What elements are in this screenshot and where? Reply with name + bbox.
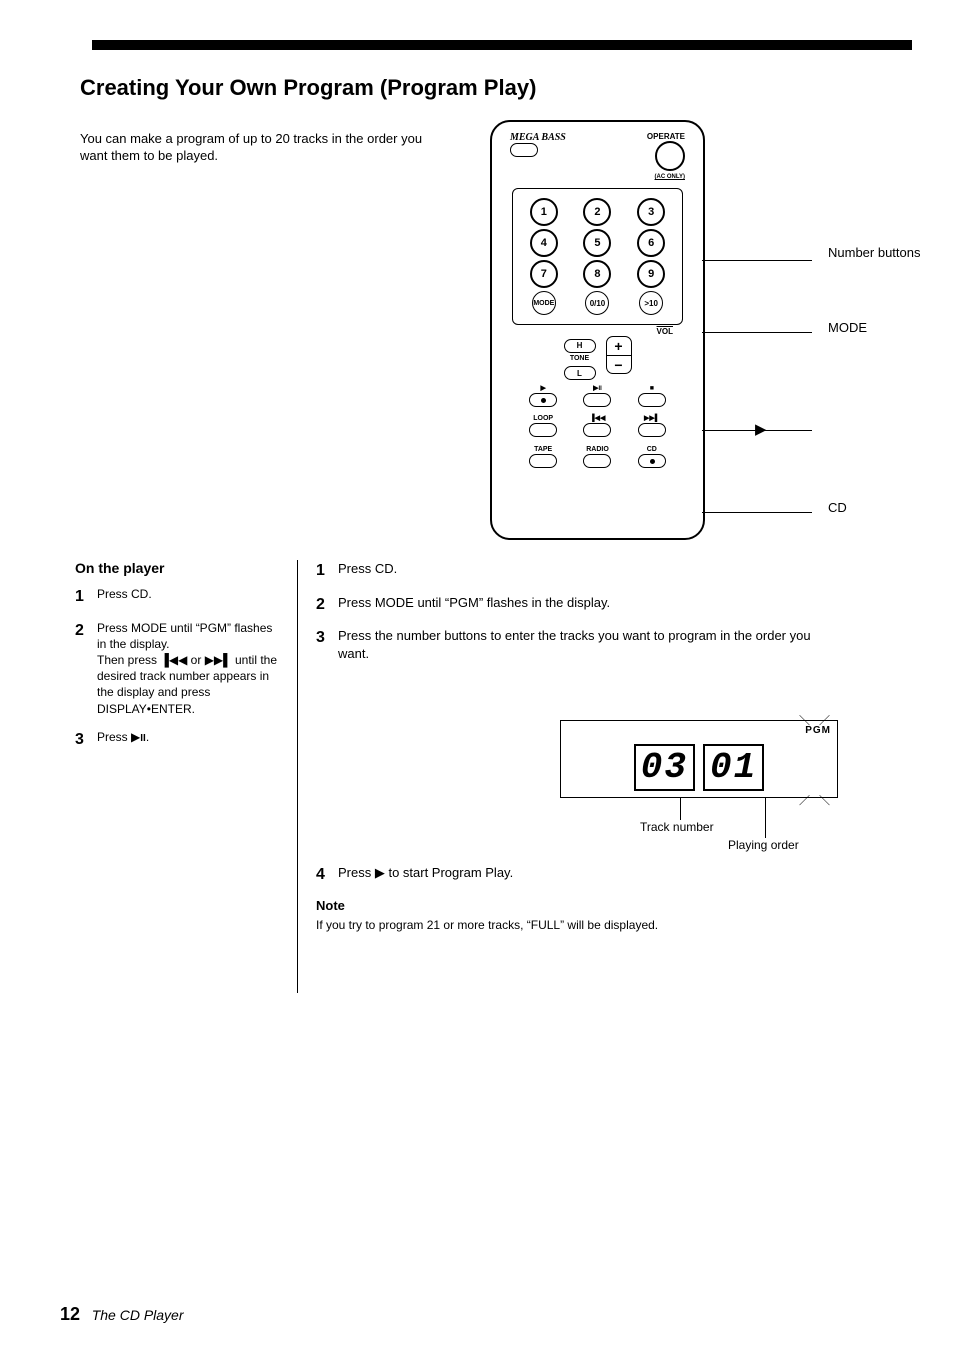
- tape-button[interactable]: [529, 454, 557, 468]
- num-5-button[interactable]: 5: [583, 229, 611, 257]
- step-num: 1: [75, 586, 97, 608]
- stop-icon: ■: [638, 385, 666, 392]
- stop-button[interactable]: [638, 393, 666, 407]
- step-num: 2: [75, 620, 97, 717]
- num-3-button[interactable]: 3: [637, 198, 665, 226]
- step-text: Press MODE until “PGM” flashes in the di…: [97, 620, 279, 717]
- tone-l-button[interactable]: L: [564, 366, 596, 380]
- prev-track-icon: ▐◀◀: [160, 653, 187, 667]
- operate-button[interactable]: [655, 141, 685, 171]
- play-icon: ▶: [529, 384, 557, 392]
- note-text: If you try to program 21 or more tracks,…: [316, 917, 837, 933]
- numbers-callout: Number buttons: [828, 245, 921, 260]
- mega-bass-label: MEGA BASS: [510, 132, 566, 143]
- gt10-button[interactable]: >10: [639, 291, 663, 315]
- prev-icon: ▐◀◀: [583, 414, 611, 422]
- remote-diagram: MEGA BASS OPERATE (AC ONLY) 1 2 3 4 5: [490, 120, 705, 540]
- number-pad: 1 2 3 4 5 6 7 8 9 MODE 0/10 >10: [512, 188, 683, 325]
- pause-icon: ▶II: [583, 384, 611, 392]
- step-text: Press CD.: [97, 586, 279, 608]
- on-player-heading: On the player: [75, 560, 279, 576]
- step-text: Press MODE until “PGM” flashes in the di…: [338, 594, 837, 616]
- callout-line: [702, 332, 812, 333]
- track-number-label: Track number: [640, 820, 714, 834]
- page-title: Creating Your Own Program (Program Play): [80, 75, 894, 101]
- step-num: 1: [316, 560, 338, 582]
- num-7-button[interactable]: 7: [530, 260, 558, 288]
- vol-up-button[interactable]: +: [607, 337, 631, 355]
- num-2-button[interactable]: 2: [583, 198, 611, 226]
- playing-order-display: 01: [703, 744, 764, 791]
- tone-h-button[interactable]: H: [564, 339, 596, 353]
- play-arrow-callout: ▶: [755, 420, 767, 438]
- vol-down-button[interactable]: −: [607, 355, 631, 373]
- step-text: Press CD.: [338, 560, 837, 582]
- step-num: 3: [75, 729, 97, 751]
- step-text: Press ▶II.: [97, 729, 279, 751]
- step-text: Press the number buttons to enter the tr…: [338, 627, 837, 662]
- volume-control: + −: [606, 336, 632, 374]
- mode-callout: MODE: [828, 320, 867, 335]
- zero-button[interactable]: 0/10: [585, 291, 609, 315]
- num-9-button[interactable]: 9: [637, 260, 665, 288]
- next-button[interactable]: [638, 423, 666, 437]
- pgm-indicator: PGM: [805, 725, 831, 736]
- tone-label: TONE: [564, 355, 596, 362]
- next-track-icon: ▶▶▌: [205, 653, 232, 667]
- num-1-button[interactable]: 1: [530, 198, 558, 226]
- note-heading: Note: [316, 898, 837, 913]
- step-text: Press ▶ to start Program Play.: [338, 864, 837, 886]
- track-number-display: 03: [634, 744, 695, 791]
- operate-label: OPERATE: [647, 132, 685, 141]
- callout-line: [765, 798, 766, 838]
- play-pause-icon: ▶II: [131, 730, 146, 744]
- callout-line: [702, 260, 812, 261]
- num-4-button[interactable]: 4: [530, 229, 558, 257]
- step-num: 4: [316, 864, 338, 886]
- ac-only-label: (AC ONLY): [647, 174, 685, 180]
- cd-callout: CD: [828, 500, 847, 515]
- prev-button[interactable]: [583, 423, 611, 437]
- step-num: 3: [316, 627, 338, 662]
- num-6-button[interactable]: 6: [637, 229, 665, 257]
- playing-order-label: Playing order: [728, 838, 799, 852]
- step-num: 2: [316, 594, 338, 616]
- num-8-button[interactable]: 8: [583, 260, 611, 288]
- radio-label: RADIO: [583, 446, 611, 453]
- loop-label: LOOP: [529, 415, 557, 422]
- vol-label: VOL: [502, 327, 673, 336]
- mode-button[interactable]: MODE: [532, 291, 556, 315]
- play-button[interactable]: [529, 393, 557, 407]
- callout-line: [680, 798, 681, 820]
- callout-line: [702, 512, 812, 513]
- next-icon: ▶▶▌: [638, 414, 666, 422]
- pause-button[interactable]: [583, 393, 611, 407]
- page-footer: 12 The CD Player: [60, 1304, 184, 1325]
- header-rule: [92, 40, 912, 50]
- intro-text: You can make a program of up to 20 track…: [80, 131, 430, 165]
- loop-button[interactable]: [529, 423, 557, 437]
- cd-label: CD: [638, 446, 666, 453]
- radio-button[interactable]: [583, 454, 611, 468]
- tape-label: TAPE: [529, 446, 557, 453]
- lcd-display: PGM 03 01: [560, 720, 838, 798]
- play-arrow-icon: ▶: [375, 865, 385, 880]
- mega-bass-button[interactable]: [510, 143, 538, 157]
- cd-button[interactable]: [638, 454, 666, 468]
